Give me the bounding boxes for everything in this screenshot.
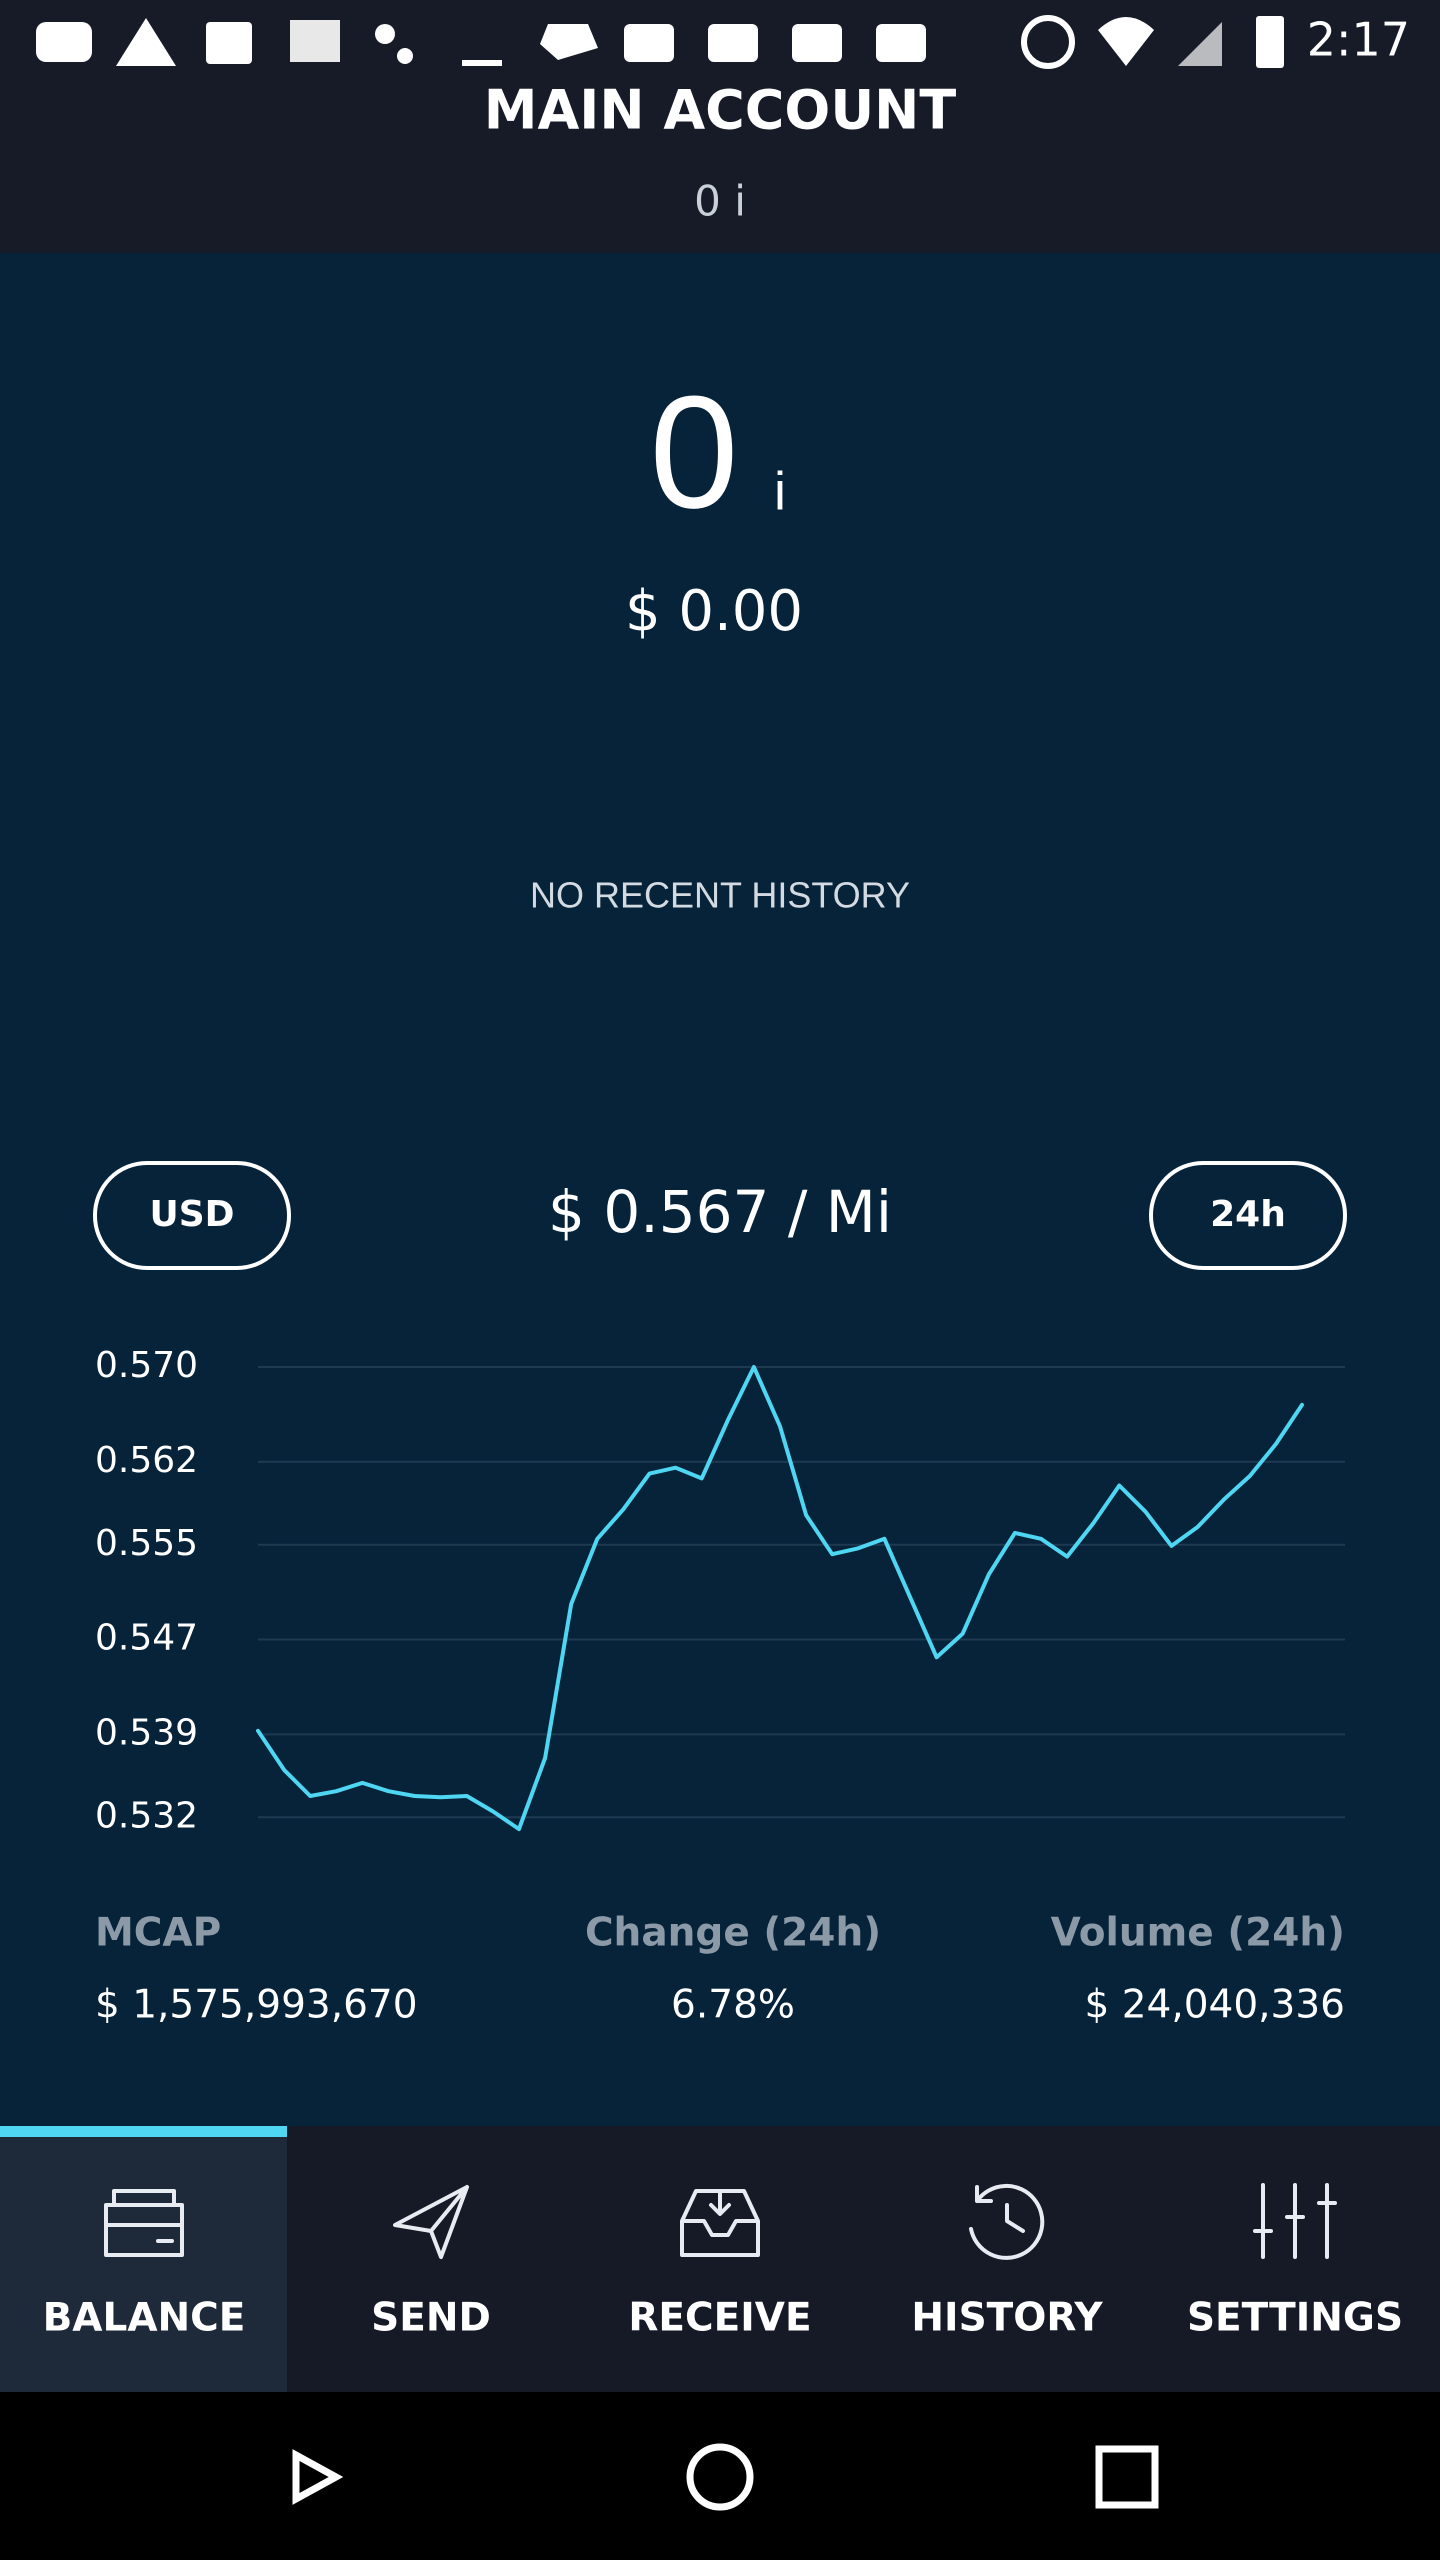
tab-label[interactable]: SETTINGS	[1187, 2296, 1403, 2341]
tab-label[interactable]: BALANCE	[43, 2296, 246, 2341]
status-icon	[1178, 22, 1222, 66]
history-empty: NO RECENT HISTORY	[530, 875, 910, 916]
tab-icon[interactable]	[1253, 2183, 1337, 2259]
stat-label: Change (24h)	[585, 1911, 881, 1956]
status-time: 2:17	[1307, 13, 1410, 67]
status-icon	[624, 24, 674, 62]
period-label[interactable]: 24h	[1210, 1194, 1286, 1235]
back-button[interactable]	[292, 2449, 344, 2505]
account-title: MAIN ACCOUNT	[484, 79, 957, 142]
y-tick-label: 0.547	[95, 1618, 198, 1659]
stat-label: MCAP	[95, 1911, 221, 1956]
currency-label[interactable]: USD	[149, 1194, 234, 1235]
tab-indicator	[0, 2126, 287, 2137]
stat-label: Volume (24h)	[1051, 1911, 1345, 1956]
balance-amount: 0	[650, 362, 739, 541]
tab-label[interactable]: HISTORY	[911, 2296, 1103, 2341]
status-icon	[1021, 15, 1075, 69]
home-button[interactable]	[686, 2443, 754, 2511]
y-tick-label: 0.539	[95, 1712, 198, 1753]
y-tick-label: 0.532	[95, 1795, 198, 1836]
tab-icon[interactable]	[104, 2189, 184, 2257]
stat-value: 6.78%	[671, 1983, 795, 2028]
tab-label[interactable]: SEND	[371, 2296, 491, 2341]
status-icon	[876, 24, 926, 62]
recents-button[interactable]	[1095, 2445, 1159, 2509]
stat-value: $ 1,575,993,670	[95, 1983, 418, 2028]
y-tick-label: 0.562	[95, 1440, 198, 1481]
status-icons	[36, 15, 1284, 69]
status-icon	[36, 22, 92, 62]
stat-value: $ 24,040,336	[1084, 1983, 1345, 2028]
price-line	[256, 1365, 1304, 1832]
currency-button[interactable]	[93, 1161, 291, 1270]
system-nav	[0, 2392, 1440, 2560]
balance-fiat: $ 0.00	[625, 579, 803, 644]
status-icon	[206, 22, 252, 64]
status-icon	[462, 60, 502, 66]
status-icon	[1098, 17, 1154, 66]
status-icon	[1256, 16, 1284, 68]
price-rate: $ 0.567 / Mi	[548, 1178, 892, 1246]
price-chart: 0.570 0.562 0.555 0.547 0.539 0.532	[95, 1345, 1345, 1836]
period-button[interactable]	[1149, 1161, 1347, 1270]
tab-icon[interactable]	[969, 2183, 1045, 2260]
status-icon	[397, 48, 413, 64]
balance-unit: i	[774, 461, 786, 521]
account-balance: 0 i	[694, 177, 746, 226]
content-bg	[0, 253, 1440, 2126]
status-icon	[116, 18, 176, 66]
status-icon	[375, 24, 395, 44]
tab-selected-bg	[0, 2126, 287, 2392]
tab-icon[interactable]	[393, 2185, 469, 2259]
tab-label[interactable]: RECEIVE	[628, 2296, 811, 2341]
tab-icon[interactable]	[680, 2189, 760, 2257]
status-icon	[708, 24, 758, 62]
status-icon	[290, 20, 340, 62]
y-tick-label: 0.570	[95, 1345, 198, 1386]
y-tick-label: 0.555	[95, 1523, 198, 1564]
status-icon	[540, 24, 598, 60]
status-icon	[792, 24, 842, 62]
